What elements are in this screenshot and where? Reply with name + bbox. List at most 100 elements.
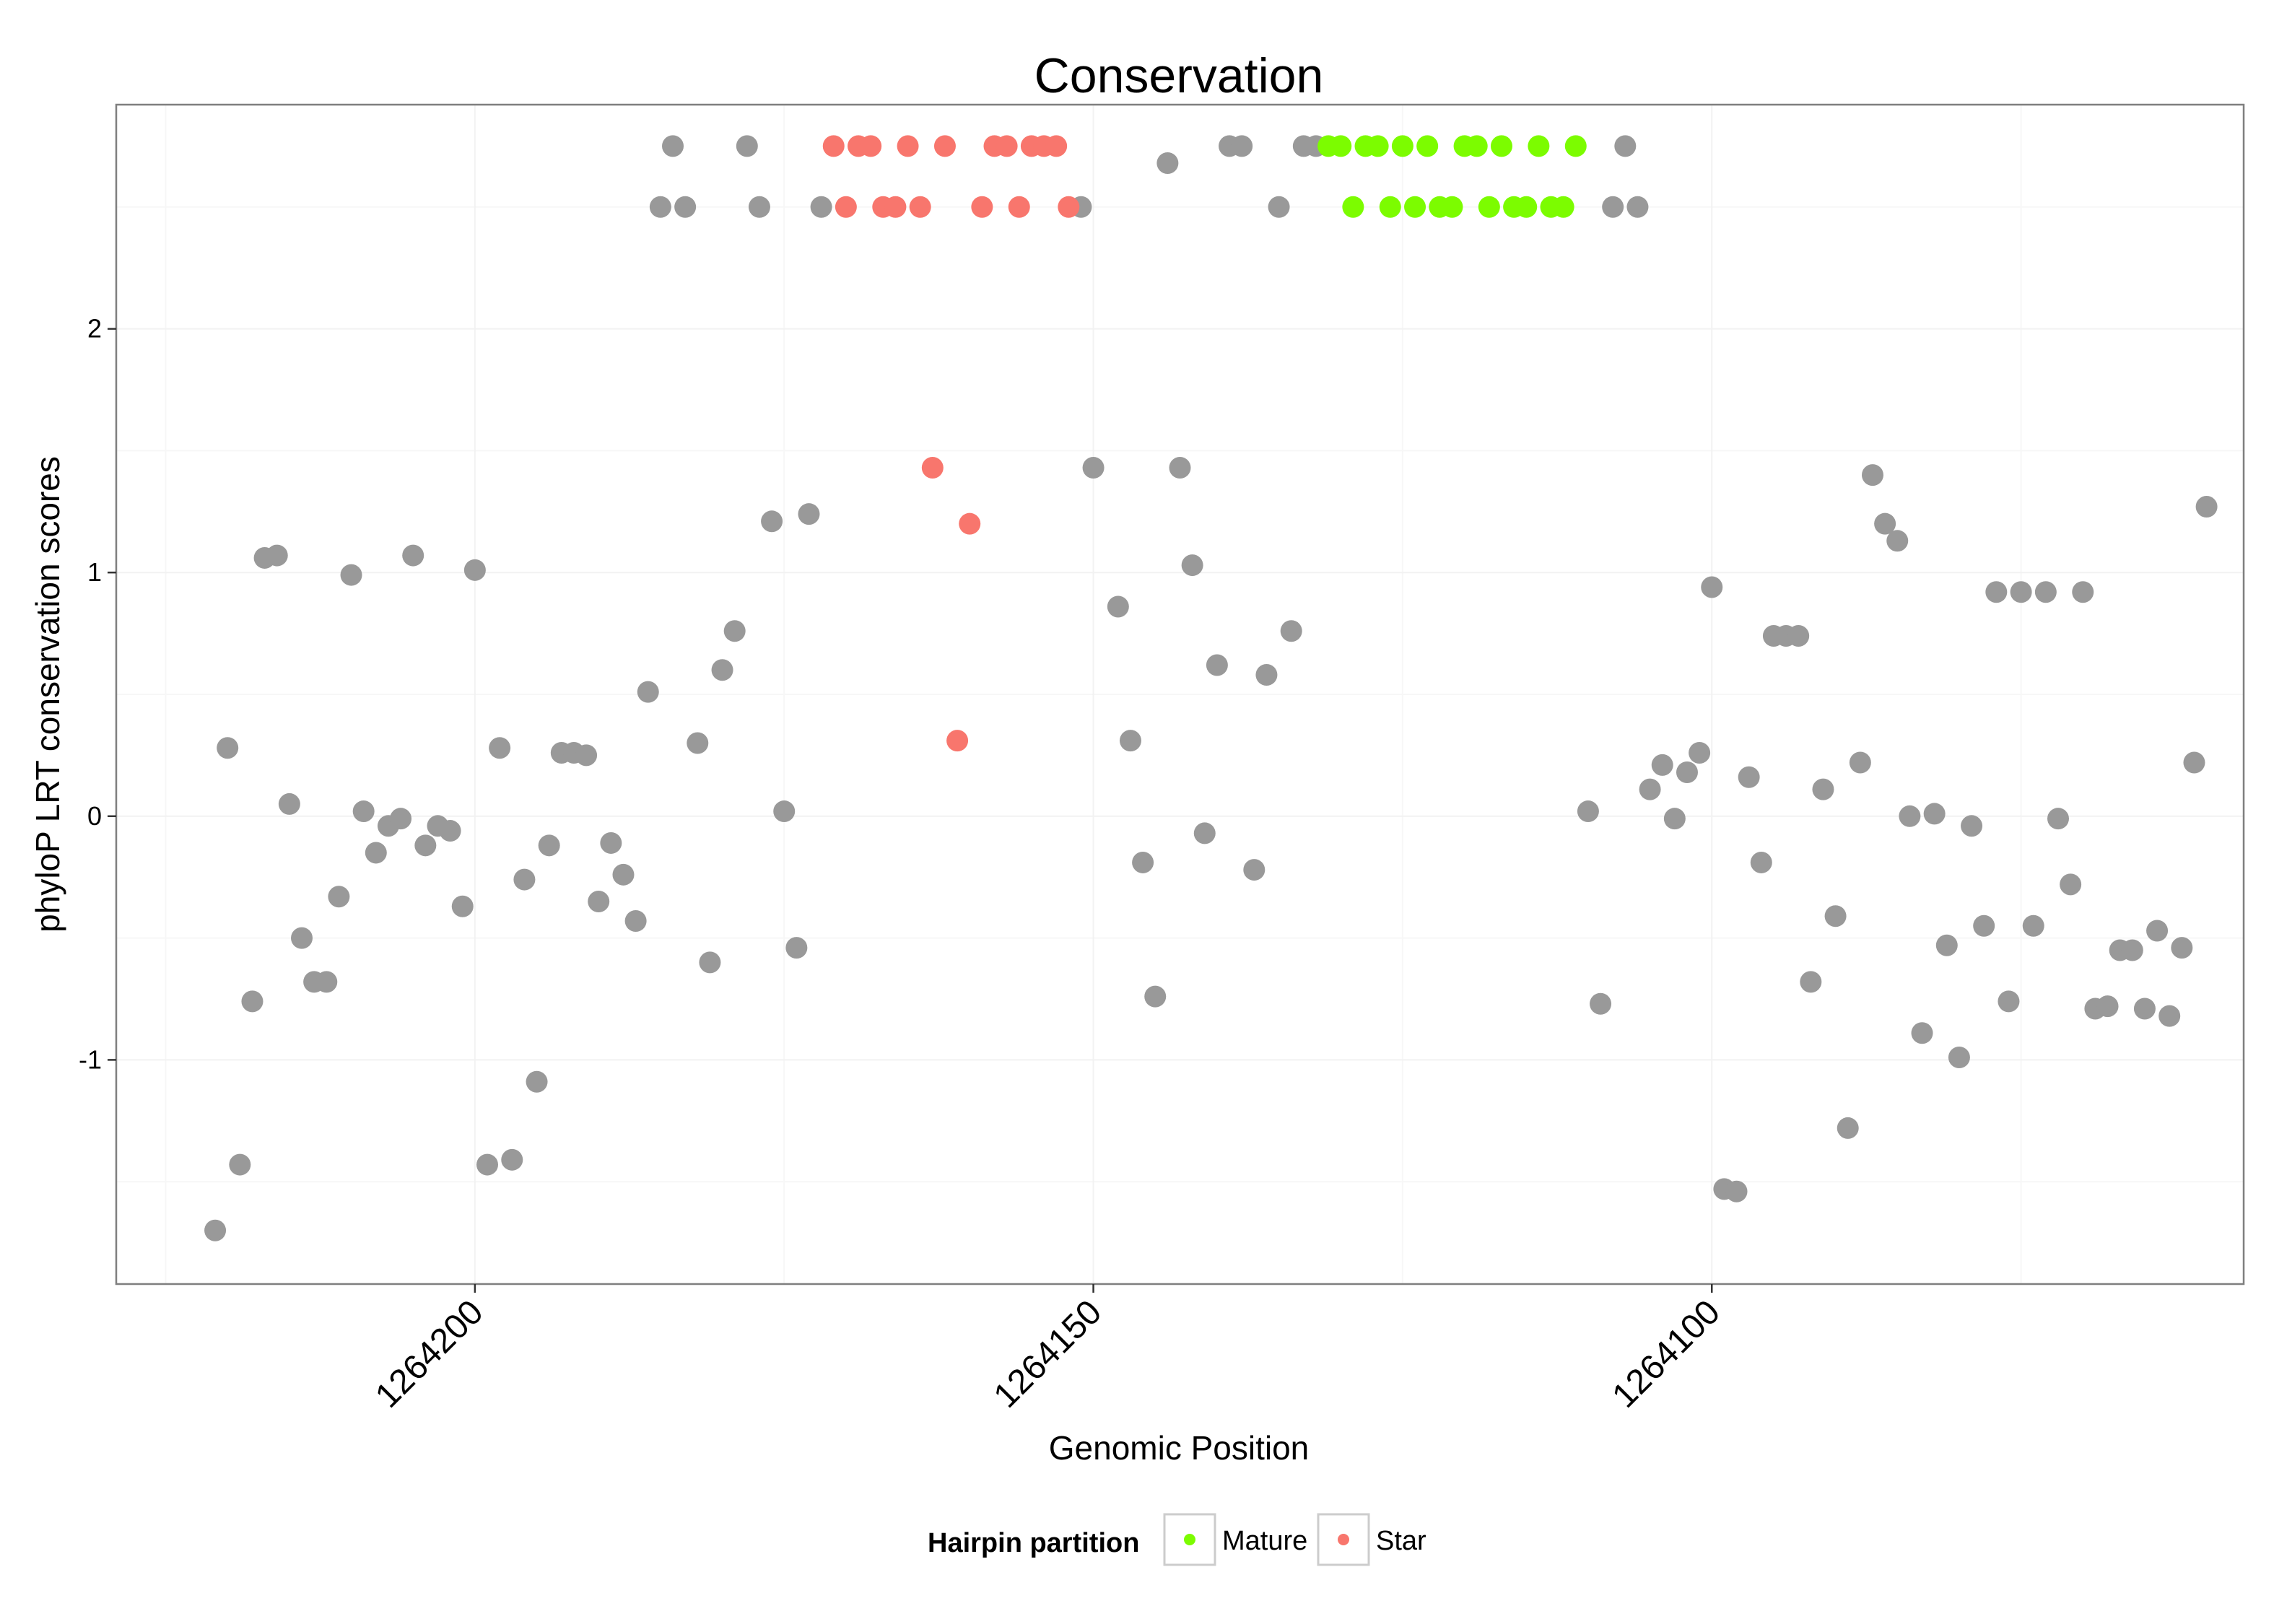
data-point-star <box>860 135 882 157</box>
data-point-other <box>1824 905 1847 927</box>
data-point-other <box>451 895 474 917</box>
data-point-other <box>2034 581 2057 603</box>
y-tick-label: -1 <box>79 1044 102 1074</box>
y-tick-label: 2 <box>87 314 102 344</box>
y-tick-label: 0 <box>87 801 102 831</box>
data-point-mature <box>1515 196 1538 218</box>
data-point-other <box>662 135 684 157</box>
data-point-other <box>501 1148 523 1171</box>
data-point-other <box>1837 1117 1859 1139</box>
data-point-other <box>711 659 733 681</box>
data-point-mature <box>1528 135 1550 157</box>
data-point-other <box>1602 196 1624 218</box>
data-point-other <box>476 1153 499 1176</box>
data-point-other <box>538 834 560 857</box>
data-point-other <box>1639 778 1661 800</box>
data-point-other <box>291 927 313 949</box>
data-point-other <box>2133 997 2156 1020</box>
data-point-other <box>687 732 709 754</box>
data-point-other <box>2183 751 2205 774</box>
data-point-other <box>2022 914 2044 937</box>
data-point-star <box>1008 196 1030 218</box>
data-point-other <box>1812 778 1834 800</box>
legend-swatch-mature <box>1184 1534 1195 1545</box>
data-point-other <box>1082 457 1105 479</box>
data-point-other <box>798 503 820 525</box>
legend-swatch-star <box>1338 1534 1349 1545</box>
data-point-other <box>1911 1022 1933 1044</box>
axes: -1 0 1 2 1264200 1264150 1264100 <box>79 314 1728 1415</box>
data-point-other <box>463 559 486 581</box>
x-tick-label: 1264200 <box>368 1293 491 1415</box>
data-point-other <box>1206 654 1228 676</box>
data-point-other <box>1181 554 1203 577</box>
data-point-other <box>439 820 461 842</box>
data-point-other <box>489 737 511 759</box>
data-point-other <box>2096 995 2119 1018</box>
data-point-other <box>414 834 437 857</box>
data-point-other <box>1651 754 1673 776</box>
data-point-other <box>1144 985 1167 1008</box>
data-point-star <box>933 135 956 157</box>
data-point-other <box>1787 624 1810 647</box>
data-point-other <box>1156 152 1179 175</box>
data-point-star <box>921 457 944 479</box>
data-point-other <box>402 544 424 567</box>
data-point-other <box>315 971 338 993</box>
data-point-other <box>1750 851 1772 873</box>
y-tick-label: 1 <box>87 557 102 587</box>
data-point-other <box>2010 581 2032 603</box>
data-point-mature <box>1552 196 1574 218</box>
data-point-other <box>2072 581 2094 603</box>
data-point-other <box>1973 914 1995 937</box>
data-point-other <box>1268 196 1290 218</box>
data-point-other <box>1800 971 1822 993</box>
data-point-other <box>1738 766 1760 788</box>
data-point-other <box>1899 805 1921 827</box>
data-point-star <box>946 730 969 752</box>
legend: Hairpin partition Mature Star <box>928 1513 1426 1566</box>
data-point-other <box>773 800 796 823</box>
legend-label-star: Star <box>1376 1526 1426 1556</box>
data-point-other <box>649 196 671 218</box>
data-point-other <box>674 196 697 218</box>
data-point-mature <box>1342 196 1364 218</box>
data-point-star <box>959 512 981 535</box>
data-point-other <box>390 808 412 830</box>
data-point-other <box>1874 512 1896 535</box>
grid <box>116 105 2244 1284</box>
data-point-other <box>1663 808 1686 830</box>
data-point-other <box>352 800 375 823</box>
data-point-other <box>748 196 770 218</box>
data-point-other <box>575 744 598 767</box>
data-points <box>204 135 2218 1241</box>
data-point-other <box>2060 873 2082 896</box>
data-point-other <box>785 937 808 959</box>
data-point-mature <box>1379 196 1401 218</box>
data-point-star <box>835 196 857 218</box>
data-point-other <box>365 842 387 864</box>
data-point-other <box>229 1153 251 1176</box>
data-point-other <box>699 951 721 974</box>
chart-title: Conservation <box>1034 48 1324 103</box>
data-point-other <box>2047 808 2069 830</box>
data-point-other <box>810 196 832 218</box>
data-point-other <box>1961 815 1983 837</box>
data-point-other <box>1948 1047 1970 1069</box>
data-point-star <box>1058 196 1080 218</box>
data-point-other <box>1255 663 1278 686</box>
data-point-star <box>822 135 845 157</box>
data-point-other <box>612 863 635 886</box>
data-point-other <box>600 831 622 854</box>
data-point-other <box>1935 934 1958 956</box>
data-point-other <box>637 681 659 703</box>
data-point-other <box>1243 859 1265 881</box>
data-point-other <box>2146 920 2169 942</box>
data-point-other <box>1701 576 1723 598</box>
data-point-other <box>1849 751 1871 774</box>
data-point-mature <box>1367 135 1389 157</box>
data-point-other <box>526 1070 548 1093</box>
data-point-mature <box>1330 135 1352 157</box>
data-point-other <box>761 510 783 533</box>
x-tick-label: 1264150 <box>987 1293 1110 1415</box>
